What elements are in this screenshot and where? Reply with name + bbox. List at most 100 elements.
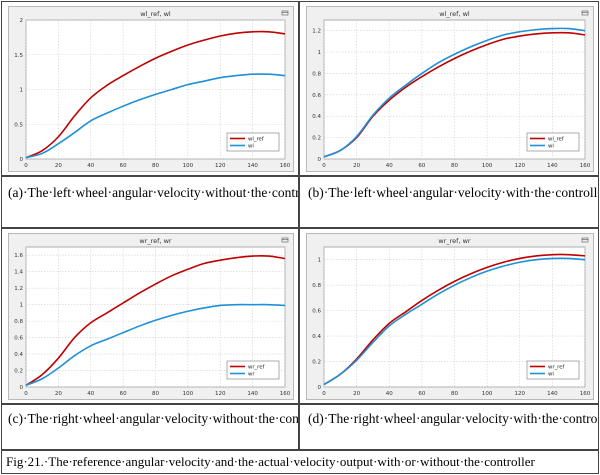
y-tick-label: 0.2 bbox=[14, 369, 23, 375]
chart-cell-b: wl_ref, wl 0 20 40 60 80 100 120 140 160 0 0.2 0.4 0.… bbox=[299, 1, 599, 176]
chart-svg: wl_ref, wl 0 20 40 60 80 100 120 140 160 0 0.5 1 1.5 2… bbox=[14, 10, 291, 169]
caption-cell-b: (b)·The·left·wheel·angular·velocity·with… bbox=[299, 176, 599, 228]
series-line-wl bbox=[323, 257, 586, 386]
x-tick-label: 80 bbox=[152, 391, 159, 397]
x-tick-label: 140 bbox=[547, 391, 558, 397]
legend-label: wl_ref bbox=[248, 137, 264, 143]
y-tick-label: 1 bbox=[20, 88, 24, 94]
legend-label: wl bbox=[548, 144, 554, 150]
figure-caption-cell: Fig·21.·The·reference·angular·velocity·a… bbox=[1, 450, 599, 474]
series-line-wl-ref bbox=[25, 30, 286, 159]
x-tick-label: 40 bbox=[386, 163, 393, 169]
caption-cell-a: (a)·The·left·wheel·angular·velocity·with… bbox=[1, 176, 299, 228]
chart-cell-a: wl_ref, wl 0 20 40 60 80 100 120 140 160 0 0.5 1 1.5 2… bbox=[1, 1, 299, 176]
y-tick-label: 0 bbox=[318, 385, 322, 391]
x-tick-label: 60 bbox=[120, 163, 127, 169]
y-tick-label: 2 bbox=[20, 18, 24, 24]
y-tick-label: 0.8 bbox=[312, 71, 321, 77]
dock-icon bbox=[281, 10, 289, 16]
x-tick-label: 140 bbox=[247, 391, 258, 397]
y-tick-label: 0.2 bbox=[312, 136, 321, 142]
y-tick-label: 0.4 bbox=[312, 114, 321, 120]
y-tick-label: 0.8 bbox=[14, 319, 23, 325]
legend-box bbox=[226, 360, 280, 380]
legend-label: wr bbox=[248, 372, 255, 378]
series-line-wl bbox=[323, 27, 586, 158]
x-tick-label: 40 bbox=[87, 163, 94, 169]
series-line-wr-ref bbox=[25, 255, 286, 387]
x-tick-label: 40 bbox=[386, 391, 393, 397]
series-line-wr bbox=[25, 303, 286, 387]
x-tick-label: 120 bbox=[215, 391, 226, 397]
chart-title: wl_ref, wl bbox=[140, 10, 171, 18]
x-tick-label: 60 bbox=[418, 163, 425, 169]
x-tick-label: 100 bbox=[482, 391, 493, 397]
y-tick-label: 0 bbox=[20, 157, 24, 163]
dock-icon bbox=[581, 10, 589, 16]
x-tick-label: 160 bbox=[280, 391, 291, 397]
panel-caption-d: (d)·The·right·wheel·angular·velocity·wit… bbox=[308, 411, 599, 426]
caption-cell-c: (c)·The·right·wheel·angular·velocity·wit… bbox=[1, 404, 299, 450]
x-tick-label: 160 bbox=[580, 391, 591, 397]
x-tick-label: 160 bbox=[280, 163, 291, 169]
x-tick-label: 160 bbox=[580, 163, 591, 169]
chart-svg: wr_ref, wr 0 20 40 60 80 100 120 140 160 0 0.2 0.4 0.… bbox=[14, 237, 291, 397]
chart-cell-c: wr_ref, wr 0 20 40 60 80 100 120 140 160 0 0.2 0.4 0.… bbox=[1, 228, 299, 404]
legend-label: wr_ref bbox=[548, 365, 564, 371]
x-tick-label: 80 bbox=[152, 163, 159, 169]
panel-caption-a: (a)·The·left·wheel·angular·velocity·with… bbox=[8, 185, 299, 200]
x-tick-label: 60 bbox=[418, 391, 425, 397]
y-tick-label: 1.5 bbox=[14, 53, 23, 59]
legend-box bbox=[526, 360, 580, 380]
x-tick-label: 0 bbox=[24, 163, 28, 169]
x-tick-label: 140 bbox=[547, 163, 558, 169]
y-tick-label: 1 bbox=[318, 50, 322, 56]
y-tick-label: 0.6 bbox=[312, 93, 321, 99]
dock-icon bbox=[581, 237, 589, 243]
x-tick-label: 0 bbox=[322, 163, 326, 169]
panel-caption-c: (c)·The·right·wheel·angular·velocity·wit… bbox=[8, 411, 299, 426]
dock-icon bbox=[281, 237, 289, 243]
x-tick-label: 40 bbox=[87, 391, 94, 397]
y-tick-label: 1.2 bbox=[312, 29, 321, 35]
series-line-wr-ref bbox=[323, 253, 586, 386]
figure-caption: Fig·21.·The·reference·angular·velocity·a… bbox=[6, 454, 535, 469]
y-tick-label: 0.4 bbox=[312, 334, 321, 340]
y-tick-label: 0.6 bbox=[14, 336, 23, 342]
x-tick-label: 120 bbox=[215, 163, 226, 169]
legend-label: wr_ref bbox=[248, 365, 264, 371]
chart-panel-b: wl_ref, wl 0 20 40 60 80 100 120 140 160 0 0.2 0.4 0.… bbox=[306, 6, 594, 172]
legend-label: wl_ref bbox=[548, 137, 564, 143]
y-tick-label: 1.6 bbox=[14, 253, 23, 259]
y-tick-label: 1 bbox=[20, 303, 24, 309]
panel-caption-b: (b)·The·left·wheel·angular·velocity·with… bbox=[308, 185, 599, 200]
y-tick-label: 0.6 bbox=[312, 309, 321, 315]
y-tick-label: 1.2 bbox=[14, 286, 23, 292]
x-tick-label: 120 bbox=[515, 163, 526, 169]
x-tick-label: 20 bbox=[55, 163, 62, 169]
chart-title: wr_ref, wr bbox=[438, 237, 471, 245]
y-tick-label: 0 bbox=[20, 385, 24, 391]
chart-cell-d: wr_ref, wr 0 20 40 60 80 100 120 140 160 0 0.2 0.4 0.… bbox=[299, 228, 599, 404]
y-tick-label: 0.4 bbox=[14, 352, 23, 358]
chart-svg: wr_ref, wr 0 20 40 60 80 100 120 140 160 0 0.2 0.4 0.… bbox=[312, 237, 591, 397]
legend-label: wl bbox=[548, 372, 554, 378]
chart-title: wr_ref, wr bbox=[139, 237, 172, 245]
x-tick-label: 80 bbox=[451, 163, 458, 169]
x-tick-label: 20 bbox=[353, 391, 360, 397]
x-tick-label: 100 bbox=[183, 391, 194, 397]
y-tick-label: 0.8 bbox=[312, 283, 321, 289]
legend-box bbox=[526, 132, 580, 152]
y-tick-label: 0.5 bbox=[14, 122, 23, 128]
x-tick-label: 0 bbox=[24, 391, 28, 397]
chart-panel-d: wr_ref, wr 0 20 40 60 80 100 120 140 160 0 0.2 0.4 0.… bbox=[306, 233, 594, 400]
x-tick-label: 20 bbox=[353, 163, 360, 169]
x-tick-label: 120 bbox=[515, 391, 526, 397]
y-tick-label: 1.4 bbox=[14, 270, 23, 276]
x-tick-label: 60 bbox=[120, 391, 127, 397]
x-tick-label: 20 bbox=[55, 391, 62, 397]
x-tick-label: 100 bbox=[482, 163, 493, 169]
x-tick-label: 80 bbox=[451, 391, 458, 397]
x-tick-label: 100 bbox=[183, 163, 194, 169]
